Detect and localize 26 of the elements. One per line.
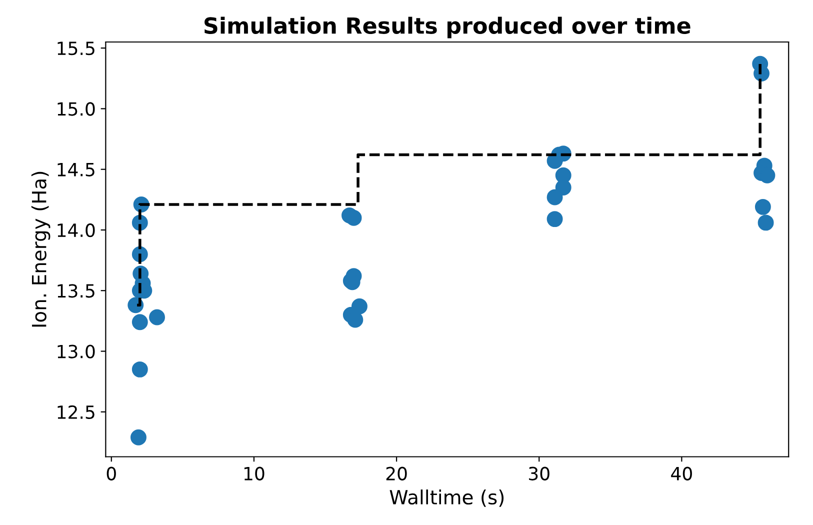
point [754,198,771,215]
y-tick-label: 13.5 [58,284,94,298]
point [546,211,563,228]
y-tick-label: 12.5 [58,405,94,419]
x-tick-label: 0 [106,466,116,480]
point [555,180,572,196]
point [132,314,148,330]
x-axis-title: Walltime (s) [390,490,504,507]
y-tick-label: 15.5 [58,42,94,56]
y-tick-label: 14.5 [58,163,94,176]
chart-title: Simulation Results produced over time [204,16,690,38]
point [130,429,146,446]
point [149,309,165,326]
y-tick-label: 15.0 [58,102,95,116]
x-tick-label: 40 [671,466,692,480]
y-axis-title: Ion. Energy (Ha) [31,172,50,327]
point [351,298,368,314]
x-tick-label: 20 [386,466,407,480]
point [546,189,563,206]
point [758,214,774,231]
point [132,361,148,378]
y-tick-label: 13.0 [58,344,95,358]
y-tick-label: 14.0 [58,223,95,238]
x-tick-label: 30 [529,466,550,480]
point [346,210,362,226]
x-tick-label: 10 [244,466,264,480]
